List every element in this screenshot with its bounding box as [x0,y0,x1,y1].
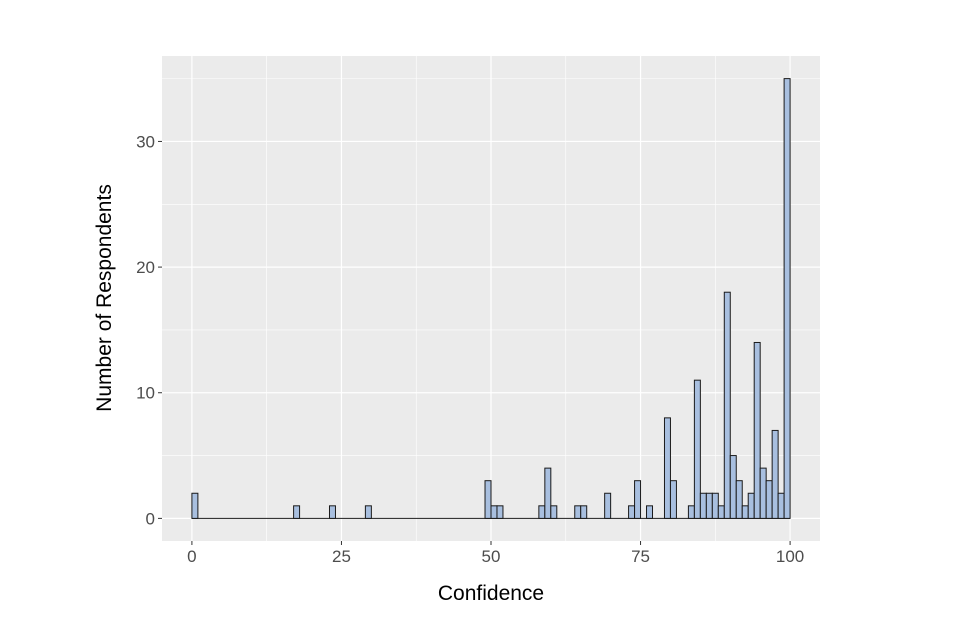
histogram-bar [741,505,749,519]
histogram-bar [687,505,695,519]
histogram-bar [484,480,492,519]
histogram-bar [717,505,725,519]
y-tick-labels: 0 10 20 30 [136,132,155,528]
histogram-bar [191,492,199,519]
x-tick-labels: 0 25 50 75 100 [187,547,804,566]
histogram-bar [693,379,701,519]
histogram-bar [759,467,767,519]
x-tick-label: 50 [482,547,501,566]
axis-ticks [158,140,791,545]
histogram-bar [747,492,755,519]
x-axis-label: Confidence [438,582,544,605]
histogram-bar [634,480,642,519]
histogram-bar [735,480,743,519]
histogram-bar [538,505,546,519]
y-tick-label: 0 [146,509,155,528]
histogram-bars [191,78,791,519]
histogram-bar [646,505,654,519]
histogram-bar [628,505,636,519]
y-axis-label: Number of Respondents [93,184,116,412]
histogram-bar [580,505,588,519]
x-tick-label: 0 [187,547,196,566]
histogram-bar [550,505,558,519]
histogram-bar [544,467,552,519]
histogram-bar [574,505,582,519]
x-tick-label: 25 [332,547,351,566]
histogram-bar [753,341,761,519]
x-tick-label: 75 [631,547,650,566]
histogram-bar [669,480,677,519]
histogram-bar [723,291,731,519]
histogram-bar [328,505,336,519]
histogram-bar [699,492,707,519]
histogram-bar [364,505,372,519]
histogram-bar [783,78,791,519]
histogram-bar [705,492,713,519]
histogram-bar [496,505,504,519]
histogram-bar [663,417,671,519]
histogram-bar [293,505,301,519]
histogram-bar [771,429,779,519]
y-tick-label: 20 [136,258,155,277]
histogram-bar [711,492,719,519]
histogram-bar [604,492,612,519]
histogram-bar [729,455,737,519]
y-tick-label: 30 [136,132,155,151]
histogram-bar [490,505,498,519]
histogram-bar [777,492,785,519]
y-tick-label: 10 [136,384,155,403]
x-tick-label: 100 [776,547,804,566]
histogram-bar [765,480,773,519]
